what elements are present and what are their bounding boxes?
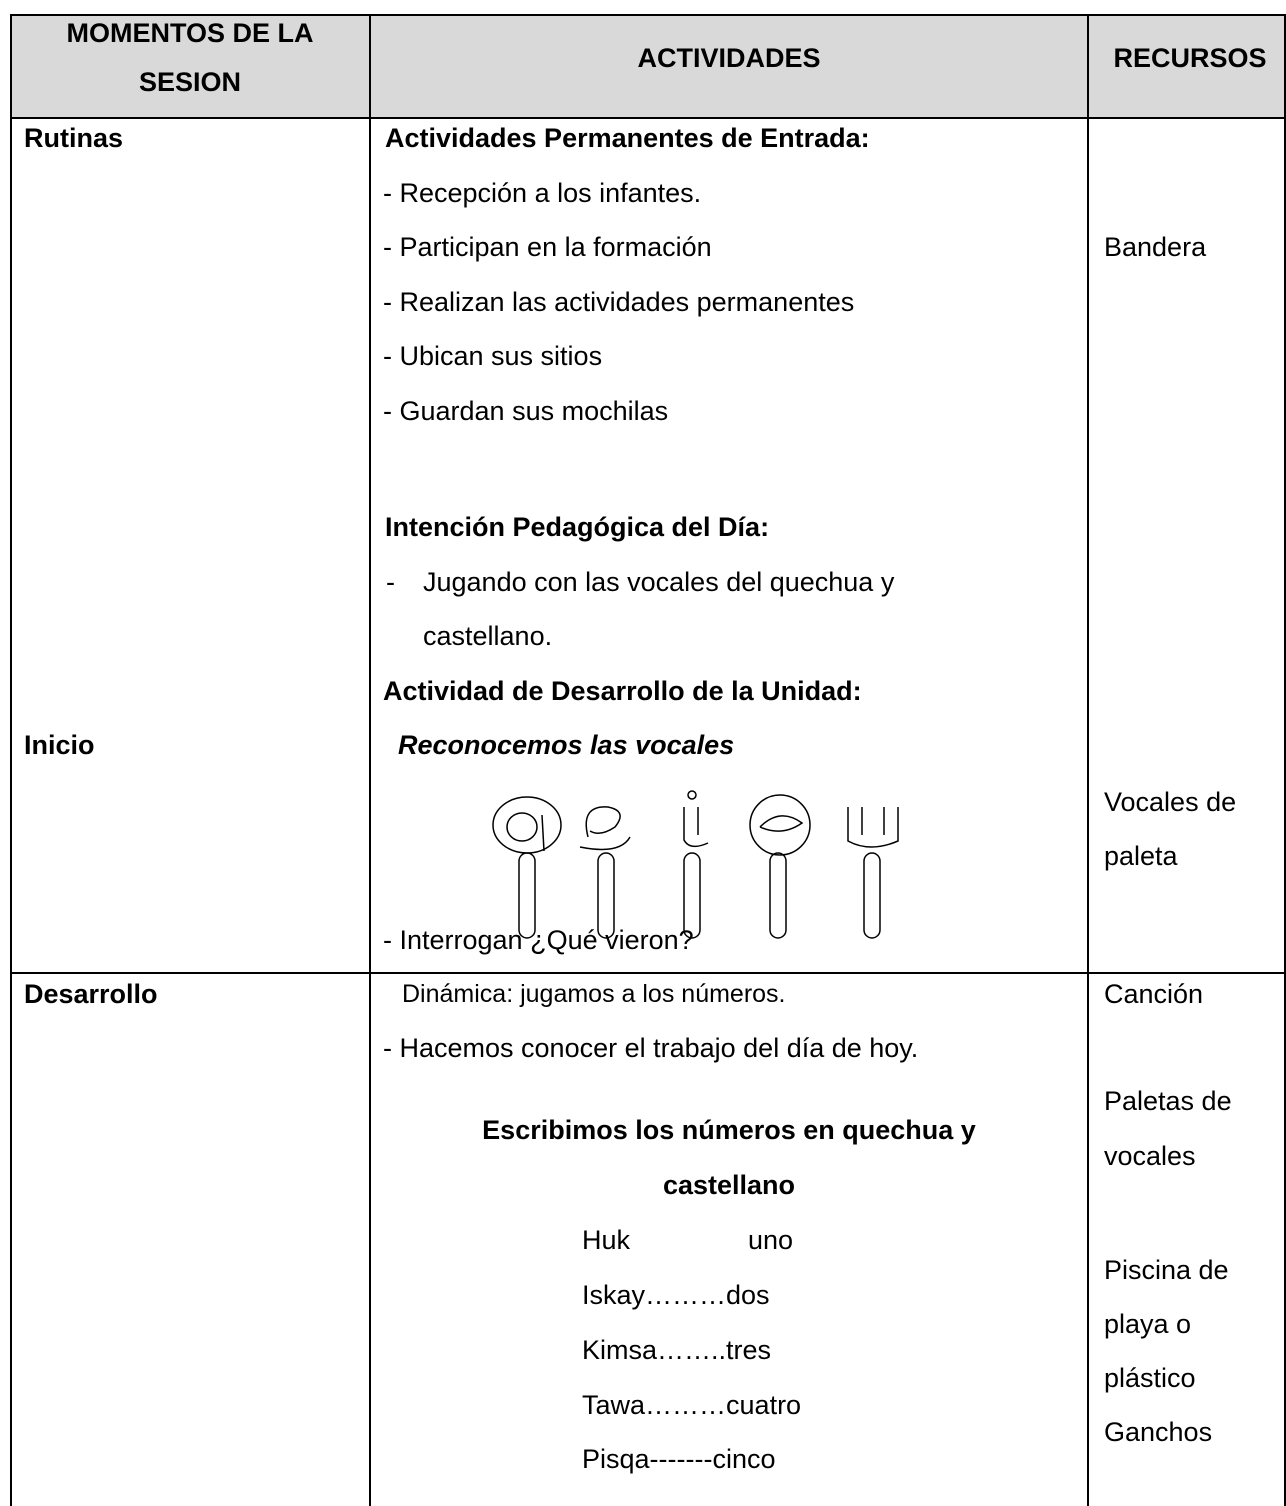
moment: Inicio (24, 730, 95, 760)
activity: - Ubican sus sitios (383, 341, 603, 371)
paddle-a (492, 796, 562, 939)
activity: Jugando con las vocales del quechua y (423, 567, 895, 597)
activity: - Participan en la formación (383, 232, 712, 262)
resource: playa o (1104, 1309, 1192, 1339)
border (369, 14, 371, 1506)
header-cell: ACTIVIDADES (637, 43, 821, 73)
border (10, 14, 12, 1506)
number-word: Tawa………cuatro (582, 1390, 802, 1420)
resource: paleta (1104, 841, 1178, 871)
number-word: Huk (582, 1225, 631, 1255)
resource: vocales (1104, 1141, 1196, 1171)
moment: Rutinas (24, 123, 124, 153)
activity: - Recepción a los infantes. (383, 178, 702, 208)
resource: plástico (1104, 1363, 1196, 1393)
heading: Intención Pedagógica del Día: (385, 512, 770, 542)
activity: - (386, 567, 395, 597)
resource: Bandera (1104, 232, 1207, 262)
border (1284, 14, 1286, 1506)
activity: - Guardan sus mochilas (383, 396, 669, 426)
header-cell: SESION (138, 67, 242, 97)
vowel-paddles (492, 790, 899, 939)
activity: - Hacemos conocer el trabajo del día de … (383, 1033, 919, 1063)
paddle-i (683, 790, 709, 939)
border (10, 972, 1286, 974)
subtitle: Reconocemos las vocales (398, 730, 735, 760)
heading: Actividades Permanentes de Entrada: (385, 123, 870, 153)
resource: Piscina de (1104, 1255, 1229, 1285)
resource: Canción (1104, 979, 1204, 1009)
border (1087, 14, 1089, 1506)
activity: Dinámica: jugamos a los números. (402, 980, 786, 1008)
activity: - Realizan las actividades permanentes (383, 287, 855, 317)
heading: Actividad de Desarrollo de la Unidad: (383, 676, 862, 706)
paddle-o (749, 794, 811, 939)
header-cell: MOMENTOS DE LA (66, 18, 314, 48)
header-cell: RECURSOS (1113, 43, 1267, 73)
border (10, 117, 1286, 119)
paddle-e (579, 806, 631, 939)
paddle-u (847, 807, 899, 939)
number-word: Kimsa……..tres (582, 1335, 772, 1365)
heading: castellano (662, 1170, 796, 1200)
activity: - Interrogan ¿Qué vieron? (383, 925, 694, 955)
header-background (11, 15, 1286, 118)
number-word: Pisqa-------cinco (582, 1444, 776, 1474)
moment: Desarrollo (24, 979, 158, 1009)
number-word: uno (748, 1225, 794, 1255)
resource: Paletas de (1104, 1086, 1232, 1116)
number-word: Iskay………dos (582, 1280, 770, 1310)
resource: Vocales de (1104, 787, 1237, 817)
border (10, 14, 1286, 16)
heading: Escribimos los números en quechua y (482, 1115, 976, 1145)
activity: castellano. (423, 621, 553, 651)
resource: Ganchos (1104, 1417, 1213, 1447)
